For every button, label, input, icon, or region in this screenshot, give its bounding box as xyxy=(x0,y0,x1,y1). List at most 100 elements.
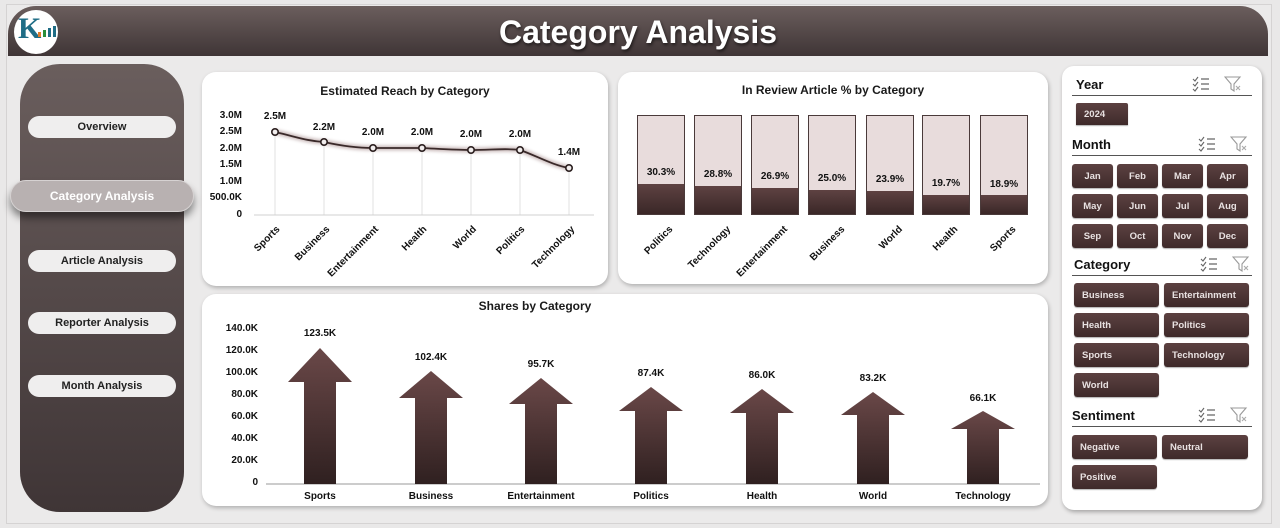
category-chip-entertainment[interactable]: Entertainment xyxy=(1164,283,1249,307)
header-bar: Category Analysis xyxy=(8,6,1268,56)
review-bar: 25.0% xyxy=(808,115,856,215)
x-tick: Politics xyxy=(633,491,669,502)
month-chip-feb[interactable]: Feb xyxy=(1117,164,1158,188)
review-bar-fill xyxy=(981,195,1027,214)
shares-chart-title: Shares by Category xyxy=(478,299,592,313)
slicer-panel: Year 2024 Month Jan Feb Mar Apr May Jun … xyxy=(1062,66,1262,510)
x-tick: Business xyxy=(408,491,454,502)
data-label: 2.2M xyxy=(312,122,336,133)
data-label: 2.0M xyxy=(459,129,483,140)
review-chart-title: In Review Article % by Category xyxy=(741,83,925,97)
x-tick: Business xyxy=(807,224,847,264)
x-tick: Technology xyxy=(955,491,1011,502)
month-chip-may[interactable]: May xyxy=(1072,194,1113,218)
review-bar: 30.3% xyxy=(637,115,685,215)
data-label: 102.4K xyxy=(414,352,448,363)
month-chip-mar[interactable]: Mar xyxy=(1162,164,1203,188)
nav-month-analysis[interactable]: Month Analysis xyxy=(28,375,176,397)
x-tick: Health xyxy=(931,224,961,254)
data-label: 2.0M xyxy=(410,127,434,138)
x-tick: Politics xyxy=(642,224,676,257)
data-label: 28.8% xyxy=(703,169,733,180)
review-bar-fill xyxy=(923,194,969,214)
review-bar-fill xyxy=(809,189,855,214)
category-slicer-header: Category xyxy=(1072,254,1252,276)
multi-select-icon[interactable] xyxy=(1200,256,1218,272)
y-tick: 1.5M xyxy=(219,159,242,170)
nav-reporter-analysis[interactable]: Reporter Analysis xyxy=(28,312,176,334)
y-tick: 120.0K xyxy=(225,345,258,356)
month-chip-nov[interactable]: Nov xyxy=(1162,224,1203,248)
category-chip-sports[interactable]: Sports xyxy=(1074,343,1159,367)
month-chip-jan[interactable]: Jan xyxy=(1072,164,1113,188)
review-chart-card: In Review Article % by Category 30.3% 28… xyxy=(618,72,1048,284)
data-label: 30.3% xyxy=(646,167,676,178)
x-tick: Entertainment xyxy=(734,224,790,280)
data-label: 95.7K xyxy=(527,359,555,370)
month-slicer-header: Month xyxy=(1072,134,1252,156)
data-label: 2.0M xyxy=(508,129,532,140)
review-bar-fill xyxy=(867,190,913,214)
review-bar: 18.9% xyxy=(980,115,1028,215)
reach-chart-card: Estimated Reach by Category 3.0M 2.5M 2.… xyxy=(202,72,608,286)
month-chip-oct[interactable]: Oct xyxy=(1117,224,1158,248)
month-chip-sep[interactable]: Sep xyxy=(1072,224,1113,248)
category-slicer-title: Category xyxy=(1074,257,1131,272)
category-chip-politics[interactable]: Politics xyxy=(1164,313,1249,337)
data-label: 25.0% xyxy=(817,173,847,184)
review-bar: 28.8% xyxy=(694,115,742,215)
clear-filter-icon[interactable] xyxy=(1230,136,1248,152)
review-bar-fill xyxy=(638,184,684,214)
sentiment-chip-positive[interactable]: Positive xyxy=(1072,465,1157,489)
review-bar: 19.7% xyxy=(922,115,970,215)
clear-filter-icon[interactable] xyxy=(1230,407,1248,423)
month-chip-apr[interactable]: Apr xyxy=(1207,164,1248,188)
page-title: Category Analysis xyxy=(498,14,778,50)
category-chip-business[interactable]: Business xyxy=(1074,283,1159,307)
nav-category-analysis[interactable]: Category Analysis xyxy=(10,180,194,212)
x-tick: Health xyxy=(746,491,778,502)
y-tick: 3.0M xyxy=(219,110,242,121)
category-chip-world[interactable]: World xyxy=(1074,373,1159,397)
month-slicer-title: Month xyxy=(1072,137,1111,152)
clear-filter-icon[interactable] xyxy=(1232,256,1250,272)
nav-overview[interactable]: Overview xyxy=(28,116,176,138)
data-label: 2.5M xyxy=(263,111,287,122)
x-tick: World xyxy=(877,224,905,252)
clear-filter-icon[interactable] xyxy=(1224,76,1242,92)
month-chip-jul[interactable]: Jul xyxy=(1162,194,1203,218)
x-tick: Sports xyxy=(988,224,1019,255)
year-chip-2024[interactable]: 2024 xyxy=(1076,103,1128,125)
y-tick: 500.0K xyxy=(209,192,242,203)
month-chip-jun[interactable]: Jun xyxy=(1117,194,1158,218)
y-tick: 60.0K xyxy=(231,411,258,422)
reach-line-plot xyxy=(254,127,594,216)
y-tick: 0 xyxy=(252,477,258,488)
sentiment-chip-negative[interactable]: Negative xyxy=(1072,435,1157,459)
logo-letter: K xyxy=(18,12,42,45)
data-label: 2.0M xyxy=(361,127,385,138)
y-tick: 80.0K xyxy=(231,389,258,400)
multi-select-icon[interactable] xyxy=(1198,407,1216,423)
sentiment-slicer-title: Sentiment xyxy=(1072,408,1135,423)
y-tick: 0 xyxy=(236,209,242,220)
multi-select-icon[interactable] xyxy=(1198,136,1216,152)
category-chip-technology[interactable]: Technology xyxy=(1164,343,1249,367)
review-bar: 23.9% xyxy=(866,115,914,215)
nav-article-analysis[interactable]: Article Analysis xyxy=(28,250,176,272)
y-tick: 2.0M xyxy=(219,143,242,154)
month-chip-dec[interactable]: Dec xyxy=(1207,224,1248,248)
multi-select-icon[interactable] xyxy=(1192,76,1210,92)
logo-bars-icon xyxy=(38,26,56,37)
month-chip-aug[interactable]: Aug xyxy=(1207,194,1248,218)
y-tick: 2.5M xyxy=(219,126,242,137)
category-chip-health[interactable]: Health xyxy=(1074,313,1159,337)
data-label: 123.5K xyxy=(303,328,337,339)
data-label: 19.7% xyxy=(931,178,961,189)
sidebar xyxy=(20,64,184,512)
data-label: 83.2K xyxy=(859,373,887,384)
data-label: 23.9% xyxy=(875,174,905,185)
sentiment-chip-neutral[interactable]: Neutral xyxy=(1162,435,1248,459)
y-tick: 20.0K xyxy=(231,455,258,466)
company-logo-icon: K xyxy=(14,10,58,54)
